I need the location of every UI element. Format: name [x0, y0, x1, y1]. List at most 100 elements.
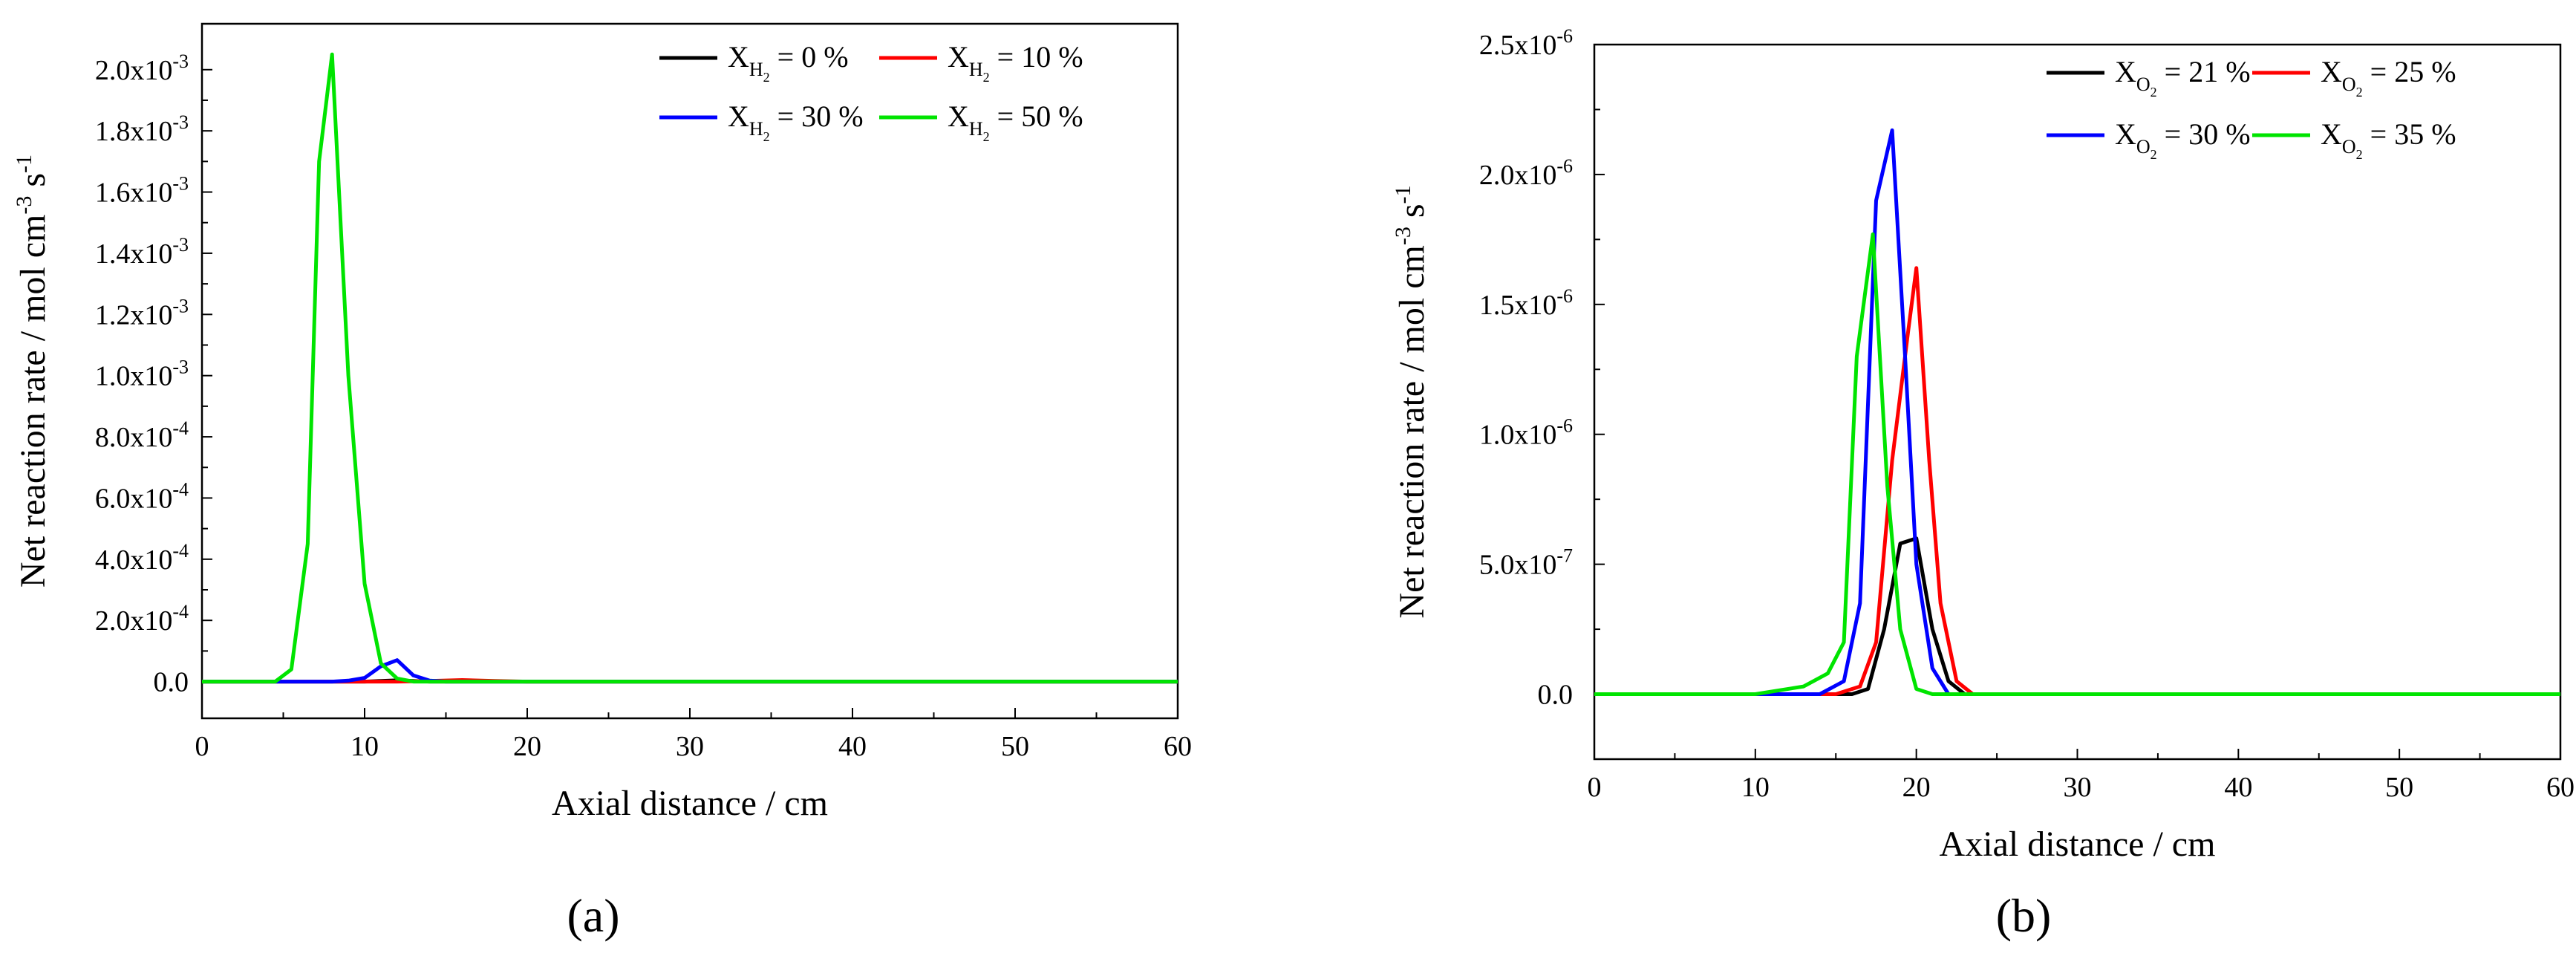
legend-item: XH2 = 10 %: [879, 40, 1083, 85]
legend-sub: O: [2136, 136, 2151, 157]
y-tick-label: 4.0x10-4: [95, 540, 189, 576]
x-tick-label: 10: [1741, 772, 1770, 803]
y-tick-label: 0.0: [154, 667, 189, 698]
legend-item: XH2 = 30 %: [659, 100, 864, 144]
legend-subsub: 2: [763, 70, 770, 85]
x-tick-label: 20: [1902, 772, 1931, 803]
y-tick-label: 1.6x10-3: [95, 173, 189, 209]
y-tick-exponent: -3: [172, 234, 189, 256]
y-tick-mantissa: 2.5x10: [1479, 30, 1557, 61]
x-tick-label: 30: [2064, 772, 2092, 803]
y-tick-exponent: -3: [172, 357, 189, 378]
legend-rest: = 50 %: [990, 100, 1083, 133]
y-tick-label: 5.0x10-7: [1479, 545, 1573, 581]
y-tick-mantissa: 6.0x10: [95, 483, 173, 514]
y-tick-mantissa: 1.0x10: [1479, 420, 1557, 451]
y-tick-mantissa: 5.0x10: [1479, 550, 1557, 581]
chart-panel-b: 0 10 20 30 40 50 600.05.0x10-71.0x10-61.5x10-6…: [1391, 25, 2575, 864]
y-tick-label: 8.0x10-4: [95, 417, 189, 453]
x-tick-label: 60: [2546, 772, 2575, 803]
legend-rest: = 25 %: [2363, 55, 2456, 88]
legend-rest: = 0 %: [770, 40, 849, 74]
y-tick-exponent: -7: [1556, 545, 1573, 567]
y-tick-exponent: -4: [172, 601, 189, 622]
y-tick-label: 1.8x10-3: [95, 111, 189, 147]
legend-base: X: [2115, 55, 2136, 88]
series-line-30pct: [1594, 128, 2560, 696]
y-tick-exponent: -3: [172, 111, 189, 133]
x-tick-label: 60: [1164, 731, 1192, 762]
y-tick-label: 6.0x10-4: [95, 478, 189, 514]
legend-label: XO2 = 35 %: [2321, 117, 2456, 162]
x-tick-label: 10: [350, 731, 379, 762]
y-tick-exponent: -4: [172, 478, 189, 500]
y-tick-label: 1.5x10-6: [1479, 285, 1573, 321]
legend-label: XH2 = 0 %: [728, 40, 849, 85]
series-line-50pct: [202, 52, 1178, 684]
x-axis-title: Axial distance / cm: [1940, 825, 2216, 864]
legend-base: X: [948, 100, 969, 133]
legend: XO2 = 21 % XO2 = 25 %XO2 = 30 % XO2 = 35 %: [2047, 55, 2456, 162]
y-tick-mantissa: 1.6x10: [95, 178, 173, 209]
y-tick-exponent: -6: [1556, 25, 1573, 47]
legend-label: XO2 = 21 %: [2115, 55, 2251, 100]
legend-subsub: 2: [2356, 147, 2363, 162]
legend-item: XO2 = 21 %: [2047, 55, 2251, 100]
legend: XH2 = 0 % XH2 = 10 %XH2 = 30 % XH2 = 50 %: [659, 40, 1083, 144]
legend-rest: = 10 %: [990, 40, 1083, 74]
y-tick-exponent: -4: [172, 417, 189, 439]
legend-label: XO2 = 30 %: [2115, 117, 2251, 162]
panel-label: (a): [567, 889, 619, 942]
panel-label: (b): [1996, 889, 2052, 942]
legend-subsub: 2: [2356, 85, 2363, 100]
legend-sub: O: [2136, 74, 2151, 95]
legend-item: XH2 = 50 %: [879, 100, 1083, 144]
series-group: [202, 52, 1178, 684]
legend-item: XO2 = 30 %: [2047, 117, 2251, 162]
y-tick-label: 1.0x10-3: [95, 357, 189, 392]
y-title-exp: -3: [12, 196, 36, 215]
y-title-mid: s: [1392, 204, 1432, 227]
y-tick-exponent: -3: [172, 51, 189, 72]
y-tick-label: 2.0x10-6: [1479, 155, 1573, 191]
legend-base: X: [728, 40, 749, 74]
legend-subsub: 2: [983, 70, 990, 85]
legend-subsub: 2: [983, 129, 990, 144]
legend-label: XH2 = 30 %: [728, 100, 864, 144]
legend-sub: H: [749, 118, 763, 140]
legend-label: XO2 = 25 %: [2321, 55, 2456, 100]
y-tick-mantissa: 2.0x10: [95, 55, 173, 86]
legend-sub: H: [969, 118, 983, 140]
legend-subsub: 2: [2151, 147, 2157, 162]
y-tick-label: 0.0: [1538, 680, 1574, 711]
y-tick-label: 2.0x10-3: [95, 51, 189, 86]
y-axis-title: Net reaction rate / mol cm-3 s-1: [12, 155, 53, 588]
y-tick-mantissa: 1.8x10: [95, 116, 173, 147]
x-axis-title: Axial distance / cm: [552, 784, 828, 823]
y-tick-label: 2.0x10-4: [95, 601, 189, 637]
legend-rest: = 30 %: [770, 100, 864, 133]
legend-subsub: 2: [2151, 85, 2157, 100]
y-tick-mantissa: 1.2x10: [95, 299, 173, 331]
y-tick-mantissa: 1.5x10: [1479, 290, 1557, 321]
y-tick-exponent: -3: [172, 173, 189, 195]
x-tick-label: 40: [2224, 772, 2252, 803]
y-title-exp: -1: [1391, 185, 1415, 204]
legend-base: X: [2321, 117, 2342, 151]
y-tick-mantissa: 4.0x10: [95, 544, 173, 576]
y-title-main: Net reaction rate / mol cm: [1392, 245, 1432, 618]
y-tick-exponent: -6: [1556, 155, 1573, 177]
x-tick-label: 20: [513, 731, 541, 762]
y-axis-title: Net reaction rate / mol cm-3 s-1: [1391, 185, 1432, 618]
legend-sub: H: [749, 59, 763, 80]
y-tick-exponent: -4: [172, 540, 189, 562]
series-line-21pct: [1594, 536, 2560, 696]
x-tick-label: 50: [2385, 772, 2413, 803]
series-line-30pct: [202, 658, 1178, 684]
legend-sub: H: [969, 59, 983, 80]
legend-sub: O: [2342, 136, 2356, 157]
y-tick-mantissa: 8.0x10: [95, 422, 173, 453]
x-tick-label: 30: [676, 731, 704, 762]
legend-label: XH2 = 50 %: [948, 100, 1083, 144]
